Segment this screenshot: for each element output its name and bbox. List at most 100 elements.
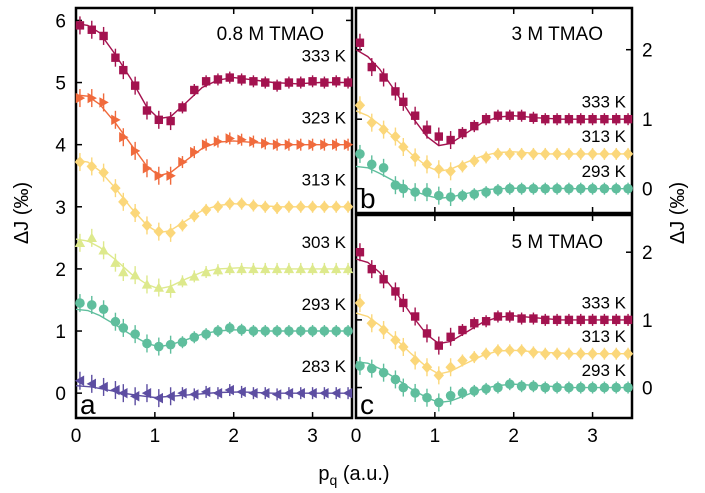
- data-point: [409, 151, 421, 164]
- data-point: [154, 115, 163, 125]
- data-point: [296, 139, 306, 150]
- data-point: [119, 132, 129, 143]
- data-point: [129, 269, 141, 280]
- data-point: [505, 111, 514, 120]
- data-point: [295, 263, 306, 274]
- y-tick-label: 4: [55, 136, 66, 157]
- data-point: [529, 314, 538, 323]
- data-point: [165, 339, 176, 350]
- data-point: [599, 348, 610, 360]
- data-point: [119, 65, 128, 75]
- data-point: [331, 263, 342, 274]
- data-point: [576, 114, 585, 124]
- data-point: [409, 354, 421, 367]
- data-point: [343, 78, 353, 87]
- y-axis-label-left: ΔJ (‰): [11, 182, 33, 244]
- data-point: [261, 78, 270, 87]
- data-point: [422, 392, 432, 403]
- data-point: [213, 326, 223, 336]
- y-tick-label: 0: [642, 379, 653, 400]
- data-point: [528, 381, 539, 391]
- data-point: [189, 271, 200, 281]
- data-point: [378, 367, 389, 378]
- data-point: [575, 183, 586, 194]
- data-point: [622, 348, 634, 360]
- data-point: [224, 263, 235, 274]
- data-point: [130, 329, 140, 339]
- data-point: [576, 315, 585, 325]
- x-tick-label: 3: [307, 426, 318, 447]
- data-point: [99, 97, 109, 108]
- panel-b-plot: 0 1 2 333 K 313 K 293 K: [354, 8, 653, 213]
- data-point: [434, 341, 443, 350]
- data-point: [320, 139, 330, 150]
- data-point: [434, 190, 444, 201]
- data-point: [366, 363, 377, 374]
- data-point: [623, 183, 633, 194]
- data-point: [433, 163, 444, 175]
- data-point: [87, 25, 96, 34]
- data-point: [177, 387, 187, 399]
- data-point: [390, 334, 401, 346]
- y-tick-label: 6: [55, 11, 66, 32]
- data-point: [516, 148, 527, 160]
- data-point: [248, 387, 258, 399]
- data-point: [390, 374, 401, 385]
- data-point: [284, 78, 294, 87]
- data-point: [492, 344, 504, 357]
- data-point: [446, 332, 455, 341]
- data-point: [564, 382, 574, 393]
- data-point: [248, 326, 259, 336]
- data-point: [165, 283, 176, 293]
- data-point: [493, 111, 503, 120]
- data-point: [588, 315, 597, 325]
- data-point: [540, 148, 551, 160]
- data-point: [504, 183, 515, 194]
- data-point: [272, 139, 283, 150]
- panel-c-letter: c: [360, 389, 374, 420]
- data-point: [433, 369, 444, 382]
- series-label: 323 K: [302, 109, 347, 128]
- data-point: [480, 151, 492, 164]
- data-point: [410, 111, 420, 120]
- data-point: [528, 183, 539, 194]
- data-point: [236, 324, 247, 335]
- panel-a-frame: [74, 6, 354, 420]
- data-point: [390, 180, 401, 191]
- data-point: [422, 329, 432, 338]
- data-point: [504, 148, 515, 160]
- data-point: [552, 183, 562, 194]
- data-point: [552, 114, 562, 124]
- data-point: [331, 201, 342, 213]
- panel-a-title: 0.8 M TMAO: [217, 24, 324, 45]
- data-point: [142, 163, 153, 174]
- data-point: [110, 384, 120, 396]
- y-tick-label: 1: [55, 322, 66, 343]
- data-point: [504, 344, 515, 357]
- data-point: [390, 130, 401, 143]
- data-point: [111, 53, 120, 62]
- data-point: [540, 183, 551, 194]
- data-point: [342, 201, 354, 213]
- data-point: [261, 138, 271, 149]
- data-point: [599, 183, 610, 194]
- x-tick-label: 3: [587, 426, 598, 447]
- data-point: [457, 190, 468, 201]
- data-point: [378, 163, 389, 173]
- data-point: [575, 382, 586, 393]
- data-point: [225, 133, 235, 144]
- data-point: [200, 204, 212, 216]
- data-point: [249, 77, 258, 86]
- data-point: [587, 348, 598, 360]
- data-point: [366, 159, 377, 170]
- data-point: [422, 187, 432, 197]
- data-point: [98, 166, 109, 179]
- data-point: [366, 317, 377, 329]
- data-point: [355, 149, 365, 159]
- panel-a-letter: a: [80, 389, 96, 420]
- data-point: [271, 389, 282, 400]
- data-point: [190, 85, 199, 95]
- data-point: [224, 323, 235, 333]
- data-point: [307, 201, 318, 213]
- data-point: [260, 387, 270, 399]
